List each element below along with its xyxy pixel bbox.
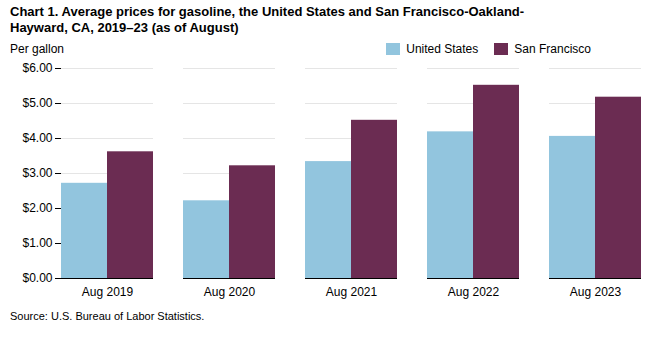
svg-text:$3.00: $3.00 xyxy=(22,166,52,180)
svg-text:$1.00: $1.00 xyxy=(22,236,52,250)
svg-text:$6.00: $6.00 xyxy=(22,61,52,75)
svg-text:$5.00: $5.00 xyxy=(22,96,52,110)
svg-text:$0.00: $0.00 xyxy=(22,271,52,285)
html-text:Chart 1. Average prices for ga: Chart 1. Average prices for gasoline, th… xyxy=(10,4,525,35)
svg-text:Aug 2020: Aug 2020 xyxy=(204,285,256,299)
svg-text:$4.00: $4.00 xyxy=(22,131,52,145)
svg-text:Aug 2023: Aug 2023 xyxy=(570,285,622,299)
svg-text:Aug 2019: Aug 2019 xyxy=(82,285,134,299)
html-text:San Francisco: San Francisco xyxy=(514,42,591,56)
svg-text:Aug 2022: Aug 2022 xyxy=(448,285,500,299)
html-text:United States: United States xyxy=(406,42,479,56)
svg-text:$2.00: $2.00 xyxy=(22,201,52,215)
html-text:Source: U.S. Bureau of Labor S: Source: U.S. Bureau of Labor Statistics. xyxy=(10,310,205,322)
html-text:Per gallon: Per gallon xyxy=(10,42,64,56)
svg-text:Aug 2021: Aug 2021 xyxy=(326,285,378,299)
